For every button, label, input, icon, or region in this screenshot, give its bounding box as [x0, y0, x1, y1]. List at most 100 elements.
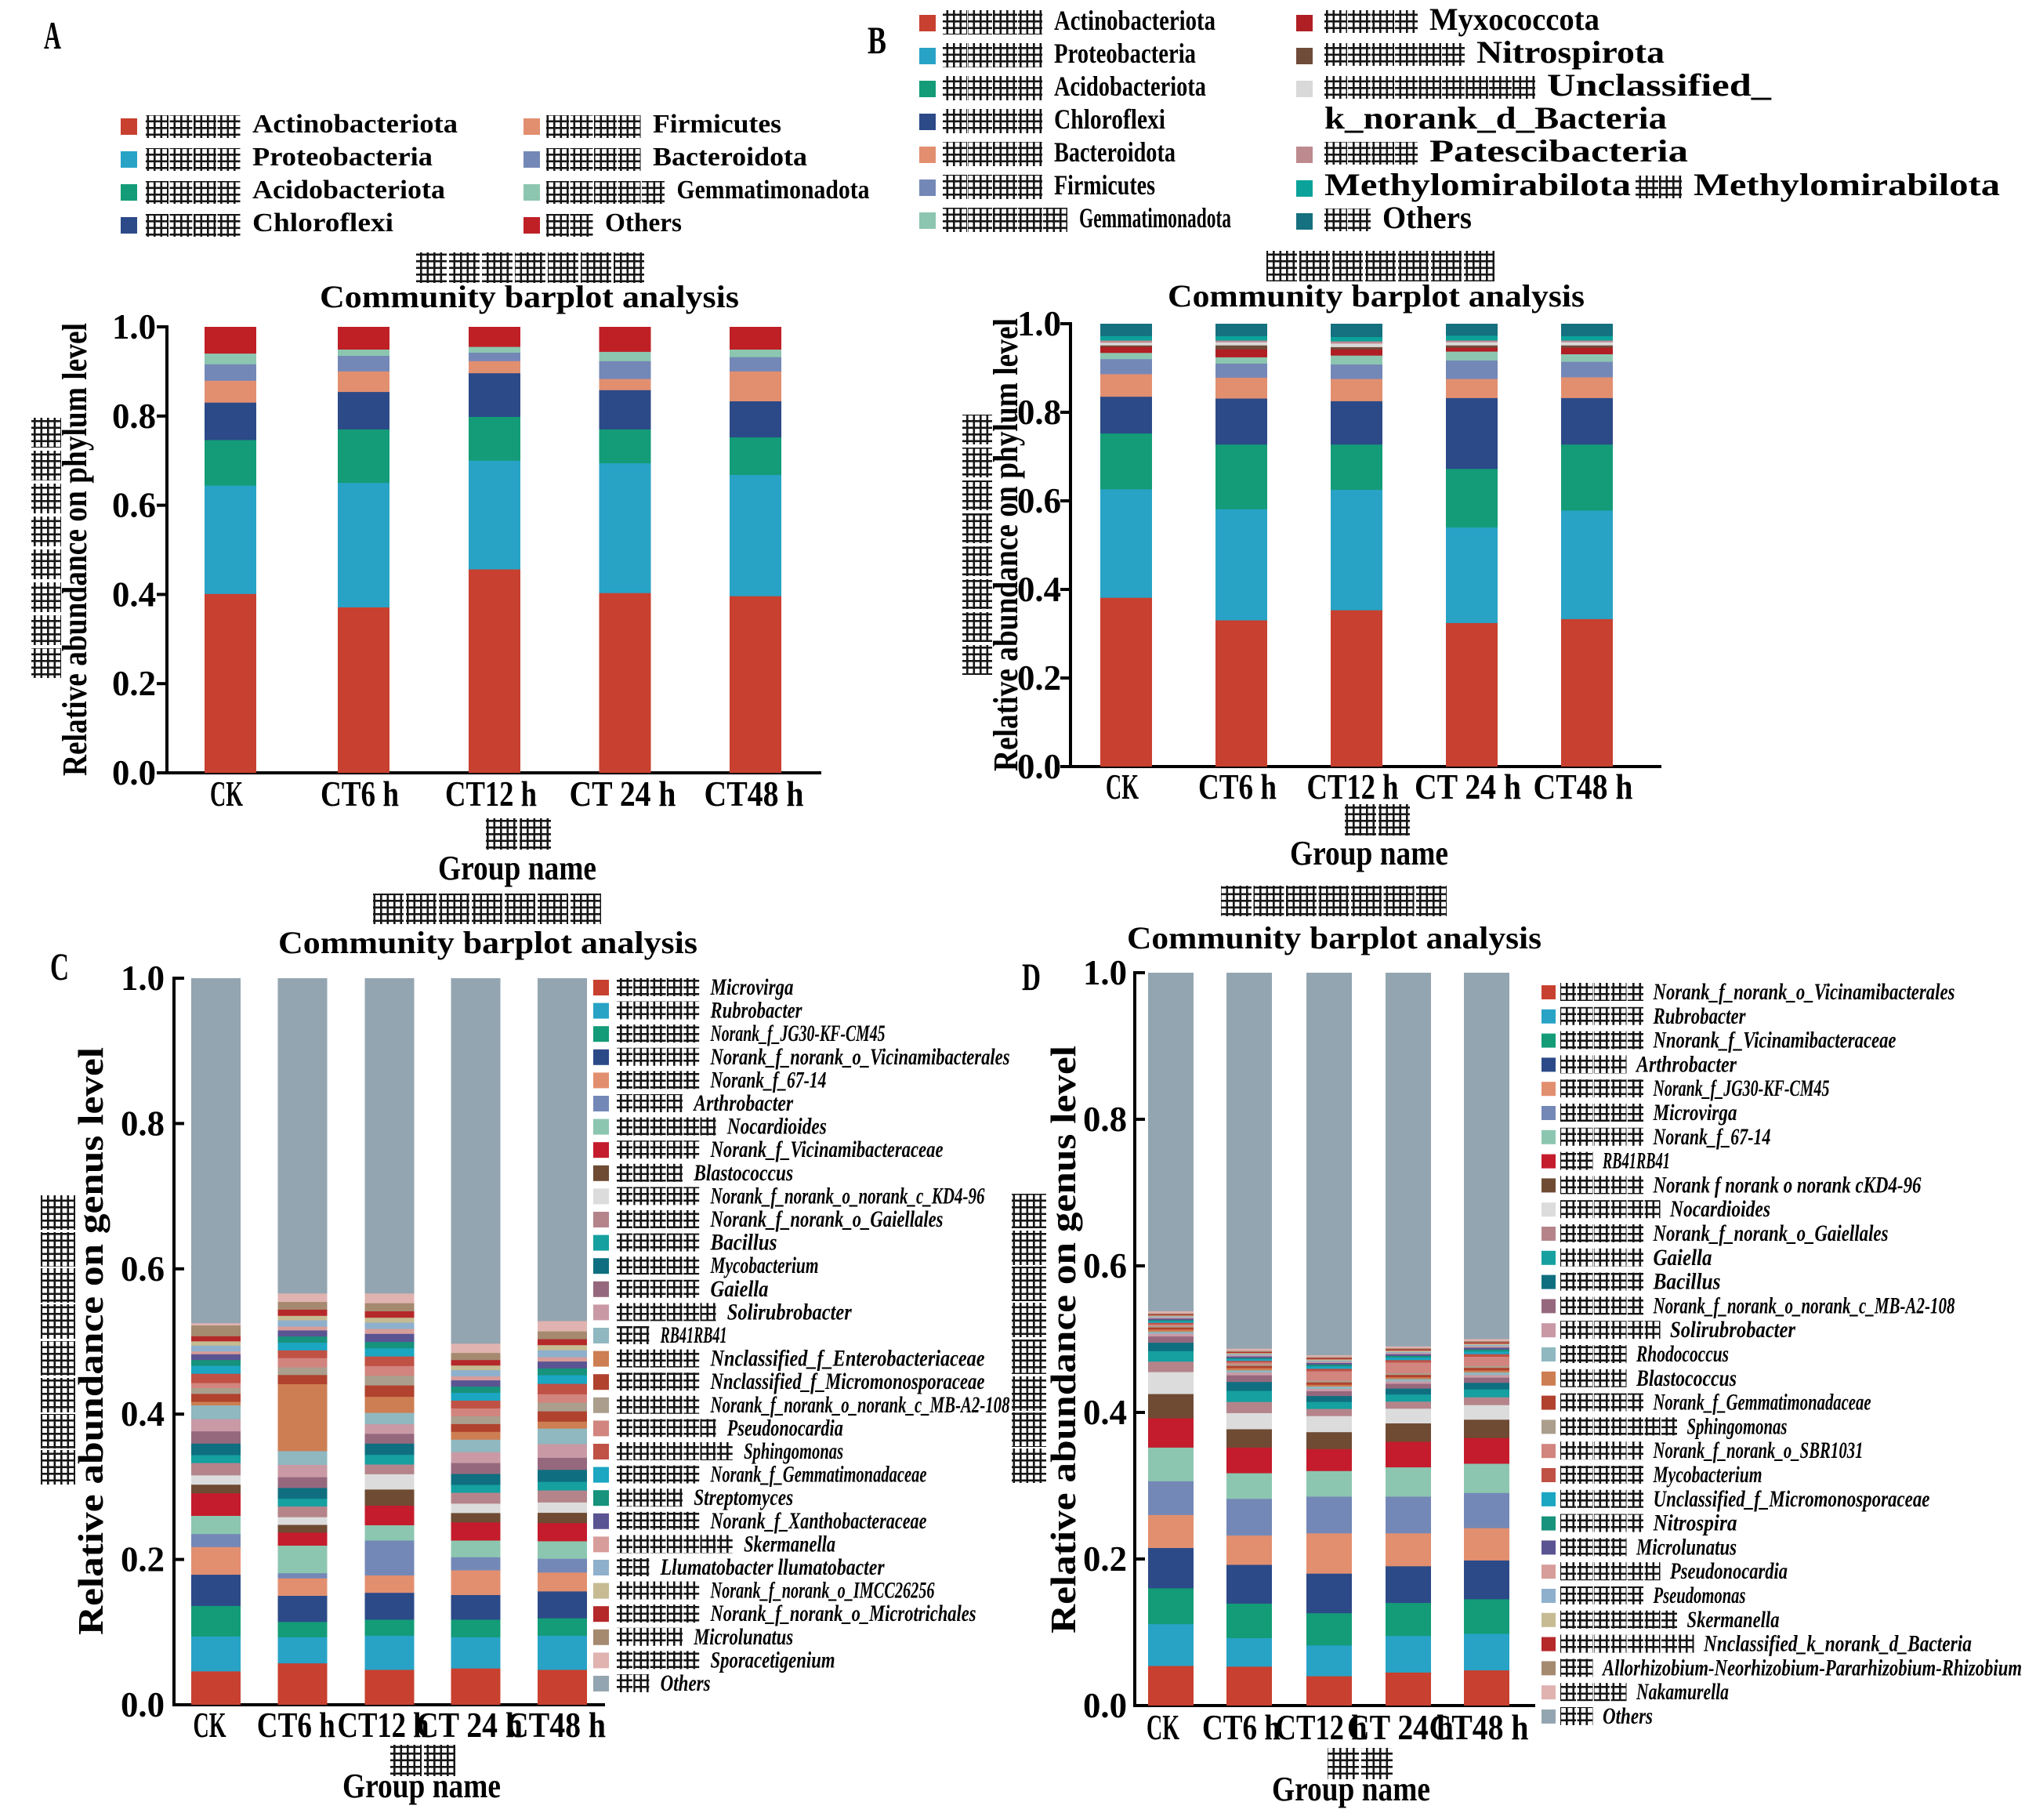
svg-text:Norank_f_Vicinamibacteraceae: Norank_f_Vicinamibacteraceae	[710, 1137, 944, 1162]
svg-text:Bacteroidota: Bacteroidota	[653, 143, 807, 172]
svg-text:CT6 h: CT6 h	[1198, 767, 1277, 807]
svg-text:Norank_f_JG30-KF-CM45: Norank_f_JG30-KF-CM45	[710, 1021, 886, 1046]
svg-text:Methylomirabilota: Methylomirabilota	[1694, 167, 2000, 202]
svg-text:Norank_f_norank_o_norank_c_MB-: Norank_f_norank_o_norank_c_MB-A2-108	[710, 1392, 1010, 1418]
svg-text:Mycobacterium: Mycobacterium	[710, 1253, 819, 1278]
svg-text:Others: Others	[1603, 1703, 1653, 1729]
svg-text:1.0: 1.0	[112, 306, 156, 346]
svg-text:Norank_f_norank_o_Microtrichal: Norank_f_norank_o_Microtrichales	[710, 1601, 976, 1626]
svg-text:Solirubrobacter: Solirubrobacter	[1670, 1317, 1795, 1343]
svg-text:0.4: 0.4	[121, 1394, 165, 1434]
svg-text:Sphingomonas: Sphingomonas	[744, 1438, 843, 1464]
svg-text:CT48 h: CT48 h	[1429, 1707, 1529, 1747]
svg-text:Acidobacteriota: Acidobacteriota	[252, 176, 445, 205]
svg-text:1.0: 1.0	[1083, 952, 1127, 992]
svg-text:Norank_f_Gemmatimonadaceae: Norank_f_Gemmatimonadaceae	[1653, 1390, 1871, 1416]
svg-text:0.0: 0.0	[1017, 746, 1061, 786]
svg-text:Community barplot analysis: Community barplot analysis	[320, 279, 739, 314]
svg-text:Norank_f_67-14: Norank_f_67-14	[1653, 1124, 1771, 1150]
svg-text:Norank_f_norank_o_norank_c_MB-: Norank_f_norank_o_norank_c_MB-A2-108	[1653, 1292, 1955, 1318]
svg-text:Microlunatus: Microlunatus	[1636, 1534, 1737, 1560]
svg-text:0.4: 0.4	[112, 574, 156, 614]
svg-text:CT12 h: CT12 h	[445, 774, 537, 814]
svg-text:CK: CK	[1106, 767, 1139, 807]
svg-text:Actinobacteriota: Actinobacteriota	[252, 110, 458, 139]
svg-text:Nnclassified_f_Micromonosporac: Nnclassified_f_Micromonosporaceae	[710, 1369, 985, 1394]
svg-text:1.0: 1.0	[1017, 303, 1061, 343]
svg-text:Actinobacteriota: Actinobacteriota	[1054, 5, 1215, 36]
svg-text:Mycobacterium: Mycobacterium	[1653, 1462, 1762, 1488]
svg-text:Norank_f_67-14: Norank_f_67-14	[710, 1067, 827, 1093]
svg-text:C: C	[50, 944, 69, 988]
svg-text:A: A	[44, 13, 61, 57]
svg-text:CT12 h: CT12 h	[338, 1705, 429, 1745]
svg-text:CK: CK	[194, 1705, 226, 1745]
svg-text:Group name: Group name	[342, 1767, 501, 1805]
svg-text:Firmicutes: Firmicutes	[1054, 169, 1155, 201]
svg-text:Patescibacteria: Patescibacteria	[1429, 133, 1688, 169]
svg-text:Nitrospirota: Nitrospirota	[1476, 34, 1665, 70]
svg-text:Blastococcus: Blastococcus	[693, 1160, 793, 1186]
svg-text:Methylomirabilota: Methylomirabilota	[1324, 167, 1631, 202]
svg-text:CT48 h: CT48 h	[506, 1705, 606, 1745]
svg-text:Skermanella: Skermanella	[744, 1531, 835, 1557]
svg-text:Relative abundance on phylum l: Relative abundance on phylum level	[987, 318, 1025, 771]
svg-text:Bacteroidota: Bacteroidota	[1054, 136, 1176, 168]
svg-text:Gemmatimonadota: Gemmatimonadota	[1079, 202, 1231, 234]
svg-text:Microvirga: Microvirga	[1653, 1100, 1737, 1126]
svg-text:0.2: 0.2	[1083, 1539, 1127, 1579]
svg-text:Community barplot analysis: Community barplot analysis	[1168, 278, 1585, 314]
svg-text:Acidobacteriota: Acidobacteriota	[1054, 71, 1206, 102]
svg-text:CT6 h: CT6 h	[257, 1705, 335, 1745]
svg-text:Gemmatimonadota: Gemmatimonadota	[677, 176, 870, 205]
svg-text:Gaiella: Gaiella	[1654, 1245, 1712, 1271]
svg-text:Proteobacteria: Proteobacteria	[252, 143, 433, 172]
svg-text:CT 24 h: CT 24 h	[570, 774, 676, 814]
svg-text:Rubrobacter: Rubrobacter	[710, 998, 802, 1024]
svg-text:RB41RB41: RB41RB41	[1602, 1148, 1670, 1174]
svg-text:Rhodococcus: Rhodococcus	[1636, 1341, 1729, 1367]
svg-text:0.8: 0.8	[1017, 392, 1061, 432]
svg-text:Proteobacteria: Proteobacteria	[1054, 38, 1196, 69]
svg-text:CT48 h: CT48 h	[1534, 767, 1633, 807]
svg-text:Gaiella: Gaiella	[711, 1276, 769, 1302]
svg-text:0.6: 0.6	[121, 1249, 165, 1289]
svg-text:Microvirga: Microvirga	[710, 974, 794, 1000]
svg-text:Norank_f_Xanthobacteraceae: Norank_f_Xanthobacteraceae	[710, 1508, 927, 1534]
svg-text:Norank_f_norank_o_SBR1031: Norank_f_norank_o_SBR1031	[1653, 1438, 1864, 1463]
svg-text:Community barplot analysis: Community barplot analysis	[1127, 920, 1541, 955]
svg-text:Solirubrobacter: Solirubrobacter	[727, 1299, 852, 1325]
svg-text:0.8: 0.8	[121, 1103, 165, 1143]
svg-text:Pseudonocardia: Pseudonocardia	[1669, 1558, 1788, 1584]
svg-text:CT6 h: CT6 h	[321, 774, 399, 814]
svg-text:Group name: Group name	[1290, 834, 1448, 872]
svg-text:Rubrobacter: Rubrobacter	[1653, 1003, 1746, 1029]
svg-text:1.0: 1.0	[121, 958, 165, 998]
svg-text:Norank_f_norank_o_Gaiellales: Norank_f_norank_o_Gaiellales	[710, 1206, 944, 1232]
svg-text:Relative abundance on genus le: Relative abundance on genus level	[71, 1047, 110, 1635]
svg-text:Nakamurella: Nakamurella	[1636, 1679, 1729, 1705]
svg-text:Unclassified_: Unclassified_	[1547, 67, 1772, 103]
svg-text:Norank_f_Gemmatimonadaceae: Norank_f_Gemmatimonadaceae	[710, 1462, 927, 1488]
svg-text:Streptomyces: Streptomyces	[694, 1485, 793, 1510]
svg-text:0.2: 0.2	[1017, 658, 1061, 698]
svg-text:Norank_f_norank_o_norank_c_KD4: Norank_f_norank_o_norank_c_KD4-96	[710, 1183, 985, 1209]
svg-text:Norank_f_norank_o_Vicinamibact: Norank_f_norank_o_Vicinamibacterales	[710, 1044, 1010, 1070]
svg-text:Community barplot analysis: Community barplot analysis	[278, 925, 697, 960]
svg-text:B: B	[868, 18, 886, 62]
svg-text:Bacillus: Bacillus	[710, 1230, 777, 1256]
svg-text:Nitrospira: Nitrospira	[1653, 1510, 1737, 1536]
svg-text:CT 24 h: CT 24 h	[1347, 1707, 1454, 1747]
svg-text:Pseudonocardia: Pseudonocardia	[726, 1415, 843, 1441]
svg-text:Others: Others	[605, 208, 682, 237]
svg-text:CT 24 h: CT 24 h	[416, 1705, 523, 1745]
svg-text:Nocardioides: Nocardioides	[1669, 1196, 1770, 1222]
svg-text:0.6: 0.6	[1083, 1245, 1127, 1285]
svg-text:Norank_f_JG30-KF-CM45: Norank_f_JG30-KF-CM45	[1653, 1075, 1830, 1101]
svg-text:0.8: 0.8	[1083, 1099, 1127, 1139]
svg-text:0.4: 0.4	[1017, 569, 1061, 609]
svg-text:Nnorank_f_Vicinamibacteraceae: Nnorank_f_Vicinamibacteraceae	[1653, 1028, 1897, 1053]
svg-text:Norank_f_norank_o_Vicinamibact: Norank_f_norank_o_Vicinamibacterales	[1653, 979, 1955, 1005]
svg-text:RB41RB41: RB41RB41	[660, 1322, 727, 1348]
svg-text:0.2: 0.2	[121, 1539, 165, 1579]
